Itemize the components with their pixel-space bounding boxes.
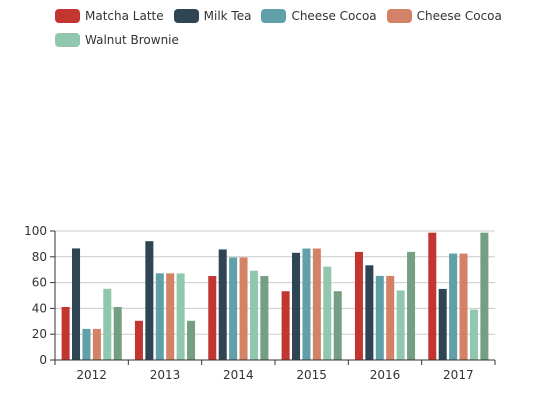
gridlines bbox=[55, 230, 495, 335]
bar[interactable] bbox=[260, 276, 269, 360]
bar[interactable] bbox=[333, 291, 342, 360]
bar[interactable] bbox=[428, 232, 437, 360]
bar[interactable] bbox=[208, 276, 217, 360]
bar[interactable] bbox=[449, 253, 458, 360]
y-tick-label: 0 bbox=[39, 353, 47, 367]
y-tick-label: 60 bbox=[32, 276, 47, 290]
bar[interactable] bbox=[218, 249, 227, 360]
legend-item-cheese-cocoa[interactable]: Cheese Cocoa bbox=[261, 9, 377, 23]
bar[interactable] bbox=[375, 275, 384, 360]
bar[interactable] bbox=[302, 248, 311, 360]
bar[interactable] bbox=[61, 306, 70, 360]
legend-label: Milk Tea bbox=[203, 9, 252, 23]
bar[interactable] bbox=[82, 328, 91, 360]
bar[interactable] bbox=[113, 306, 122, 360]
bar[interactable] bbox=[145, 241, 154, 360]
y-tick-label: 100 bbox=[24, 224, 47, 238]
bar[interactable] bbox=[407, 251, 416, 360]
legend-swatch-icon bbox=[386, 9, 412, 23]
x-tick-label: 2012 bbox=[76, 368, 107, 382]
legend-item-cheese-cocoa-2[interactable]: Cheese Cocoa bbox=[386, 9, 502, 23]
x-tick-label: 2017 bbox=[443, 368, 474, 382]
legend-item-milk-tea[interactable]: Milk Tea bbox=[173, 9, 252, 23]
bar[interactable] bbox=[396, 290, 405, 360]
bar[interactable] bbox=[292, 252, 301, 360]
bar[interactable] bbox=[438, 288, 447, 360]
bar[interactable] bbox=[459, 253, 468, 360]
legend-swatch-icon bbox=[173, 9, 199, 23]
bar[interactable] bbox=[354, 251, 363, 360]
legend: Matcha Latte Milk Tea Cheese Cocoa Chees… bbox=[55, 4, 525, 52]
legend-item-walnut-brownie[interactable]: Walnut Brownie bbox=[55, 33, 179, 47]
axes: 0 20 40 60 80 100 2012 2013 2014 2015 2016 2017 bbox=[24, 224, 496, 382]
x-tick-label: 2016 bbox=[370, 368, 401, 382]
bar[interactable] bbox=[229, 257, 238, 360]
bar[interactable] bbox=[134, 320, 143, 360]
y-tick-label: 40 bbox=[32, 301, 47, 315]
bar[interactable] bbox=[72, 248, 81, 360]
legend-label: Cheese Cocoa bbox=[416, 9, 502, 23]
bar[interactable] bbox=[281, 291, 290, 360]
bar[interactable] bbox=[365, 265, 374, 360]
bar[interactable] bbox=[312, 248, 321, 360]
bar[interactable] bbox=[176, 273, 185, 360]
x-tick-label: 2013 bbox=[150, 368, 181, 382]
x-tick-label: 2015 bbox=[296, 368, 327, 382]
legend-swatch-icon bbox=[261, 9, 287, 23]
bar[interactable] bbox=[386, 275, 395, 360]
legend-label: Walnut Brownie bbox=[85, 33, 179, 47]
legend-swatch-icon bbox=[55, 9, 80, 23]
bar[interactable] bbox=[155, 273, 164, 360]
legend-row-2: Walnut Brownie bbox=[55, 28, 525, 52]
bar[interactable] bbox=[480, 232, 489, 360]
bars bbox=[61, 232, 489, 360]
bar[interactable] bbox=[249, 270, 258, 360]
bar[interactable] bbox=[239, 257, 248, 360]
bar[interactable] bbox=[187, 320, 196, 360]
y-tick-label: 80 bbox=[32, 250, 47, 264]
legend-row-1: Matcha Latte Milk Tea Cheese Cocoa Chees… bbox=[55, 4, 525, 28]
legend-swatch-icon bbox=[55, 33, 80, 47]
bar[interactable] bbox=[323, 266, 332, 360]
bar[interactable] bbox=[469, 309, 478, 360]
bar[interactable] bbox=[166, 273, 175, 360]
bar[interactable] bbox=[92, 328, 101, 360]
x-tick-label: 2014 bbox=[223, 368, 254, 382]
bar[interactable] bbox=[103, 288, 112, 360]
legend-label: Matcha Latte bbox=[85, 9, 164, 23]
legend-label: Cheese Cocoa bbox=[291, 9, 377, 23]
y-tick-label: 20 bbox=[32, 327, 47, 341]
legend-item-matcha-latte[interactable]: Matcha Latte bbox=[55, 9, 164, 23]
